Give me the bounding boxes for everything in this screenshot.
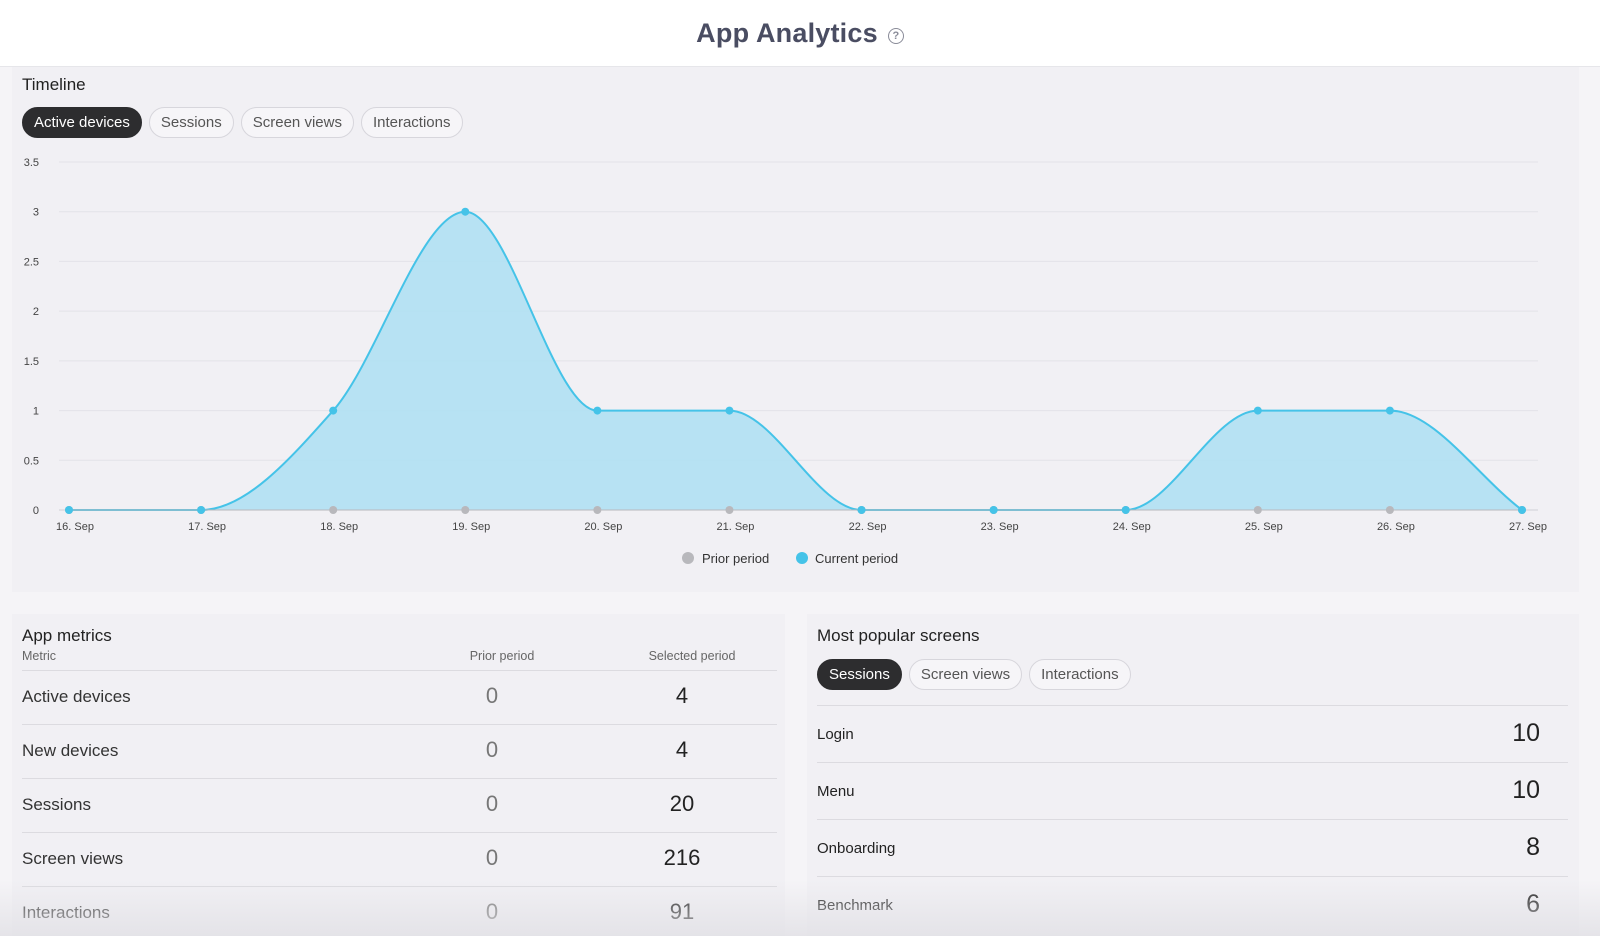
- metric-label: Sessions: [22, 795, 91, 814]
- metric-prior-value: 0: [485, 899, 499, 924]
- tab-sessions[interactable]: Sessions: [148, 107, 234, 138]
- screen-name: Menu: [817, 783, 855, 800]
- timeline-chart: 0 0.5 1 1.5 2 2.5 3 3.5 16. Sep 17. Sep 18. Sep 19.…: [24, 157, 1547, 566]
- current-period-point: [1385, 406, 1394, 415]
- app-metrics-panel: App metrics Metric Prior period Selected…: [12, 614, 785, 936]
- x-tick-label: 27. Sep: [1509, 521, 1547, 533]
- screen-row-login[interactable]: Login 10: [817, 705, 1568, 763]
- tab-interactions[interactable]: Interactions: [1029, 659, 1131, 690]
- legend-prior-swatch: [682, 552, 694, 564]
- current-period-point: [65, 506, 73, 514]
- popular-screens-tabs: Sessions Screen views Interactions: [817, 659, 1131, 690]
- x-tick-label: 22. Sep: [849, 521, 887, 533]
- y-tick-label: 3: [33, 207, 39, 219]
- metric-selected-value: 20: [669, 791, 695, 816]
- y-tick-label: 0.5: [24, 455, 39, 467]
- current-period-point: [857, 506, 866, 514]
- popular-screens-panel: Most popular screens Sessions Screen vie…: [807, 614, 1579, 936]
- metric-label: Interactions: [22, 903, 110, 922]
- legend-current-label: Current period: [815, 551, 898, 566]
- column-header-metric: Metric: [22, 649, 57, 663]
- metric-row-active-devices: Active devices 0 4: [22, 670, 777, 725]
- current-period-area: [69, 211, 1522, 510]
- metric-selected-value: 91: [669, 899, 695, 924]
- legend-prior-label: Prior period: [702, 551, 769, 566]
- metric-row-sessions: Sessions 0 20: [22, 778, 777, 833]
- prior-period-point: [1253, 506, 1262, 514]
- tab-screen-views[interactable]: Screen views: [908, 659, 1023, 690]
- metric-label: Screen views: [22, 849, 124, 868]
- x-tick-label: 26. Sep: [1377, 521, 1415, 533]
- x-tick-label: 21. Sep: [716, 521, 754, 533]
- timeline-panel: Timeline Active devices Sessions Screen …: [12, 67, 1579, 592]
- x-tick-label: 17. Sep: [188, 521, 226, 533]
- x-tick-label: 20. Sep: [584, 521, 622, 533]
- screen-value: 10: [1512, 776, 1540, 804]
- x-tick-label: 24. Sep: [1113, 521, 1151, 533]
- app-metrics-title: App metrics: [22, 626, 112, 645]
- current-period-point: [1253, 406, 1262, 415]
- page-title: App Analytics: [696, 17, 878, 48]
- screen-row-menu[interactable]: Menu 10: [817, 762, 1568, 820]
- current-period-point: [593, 406, 602, 415]
- metric-row-screen-views: Screen views 0 216: [22, 832, 777, 887]
- column-header-selected: Selected period: [648, 649, 736, 663]
- current-period-point: [725, 406, 734, 415]
- y-tick-label: 3.5: [24, 157, 39, 169]
- y-tick-label: 1: [33, 406, 39, 418]
- tab-interactions[interactable]: Interactions: [360, 107, 463, 138]
- prior-period-point: [329, 506, 338, 514]
- popular-screens-title: Most popular screens: [817, 626, 980, 645]
- screen-value: 8: [1526, 833, 1540, 861]
- x-tick-label: 16. Sep: [56, 521, 94, 533]
- metric-label: Active devices: [22, 687, 131, 706]
- screen-value: 6: [1526, 890, 1540, 918]
- y-tick-label: 1.5: [24, 356, 39, 368]
- screen-row-onboarding[interactable]: Onboarding 8: [817, 819, 1568, 877]
- legend-current-swatch: [796, 552, 808, 564]
- screen-value: 10: [1512, 719, 1540, 747]
- y-tick-label: 2: [33, 306, 39, 318]
- metric-prior-value: 0: [485, 791, 499, 816]
- current-period-point: [329, 406, 338, 415]
- metric-selected-value: 4: [675, 737, 689, 762]
- prior-period-point: [593, 506, 602, 514]
- screen-name: Login: [817, 726, 854, 743]
- tab-sessions[interactable]: Sessions: [817, 659, 902, 690]
- screen-name: Onboarding: [817, 840, 896, 857]
- metric-prior-value: 0: [485, 737, 499, 762]
- y-tick-label: 0: [33, 505, 39, 517]
- current-period-point: [1121, 506, 1130, 514]
- current-period-point: [1518, 506, 1526, 514]
- x-tick-label: 25. Sep: [1245, 521, 1283, 533]
- question-circle-icon[interactable]: ?: [887, 27, 904, 44]
- tab-screen-views[interactable]: Screen views: [240, 107, 354, 138]
- prior-period-point: [1385, 506, 1394, 514]
- prior-period-point: [725, 506, 734, 514]
- current-period-point: [197, 506, 206, 514]
- tab-active-devices[interactable]: Active devices: [22, 107, 142, 138]
- screen-row-benchmark[interactable]: Benchmark 6: [817, 876, 1568, 934]
- prior-period-point: [461, 506, 470, 514]
- metric-selected-value: 216: [663, 845, 701, 870]
- current-period-point: [461, 207, 470, 216]
- page-header: App Analytics ?: [0, 0, 1600, 67]
- y-tick-label: 2.5: [24, 256, 39, 268]
- metric-row-interactions: Interactions 0 91: [22, 886, 777, 936]
- metric-prior-value: 0: [485, 845, 499, 870]
- metric-selected-value: 4: [675, 683, 689, 708]
- metric-label: New devices: [22, 741, 119, 760]
- current-period-point: [989, 506, 998, 514]
- timeline-tabs: Active devices Sessions Screen views Int…: [22, 107, 463, 138]
- timeline-title: Timeline: [22, 75, 86, 94]
- metric-prior-value: 0: [485, 683, 499, 708]
- metric-row-new-devices: New devices 0 4: [22, 724, 777, 779]
- x-tick-label: 18. Sep: [320, 521, 358, 533]
- x-tick-label: 19. Sep: [452, 521, 490, 533]
- x-tick-label: 23. Sep: [981, 521, 1019, 533]
- column-header-prior: Prior period: [469, 649, 535, 663]
- screen-name: Benchmark: [817, 897, 893, 914]
